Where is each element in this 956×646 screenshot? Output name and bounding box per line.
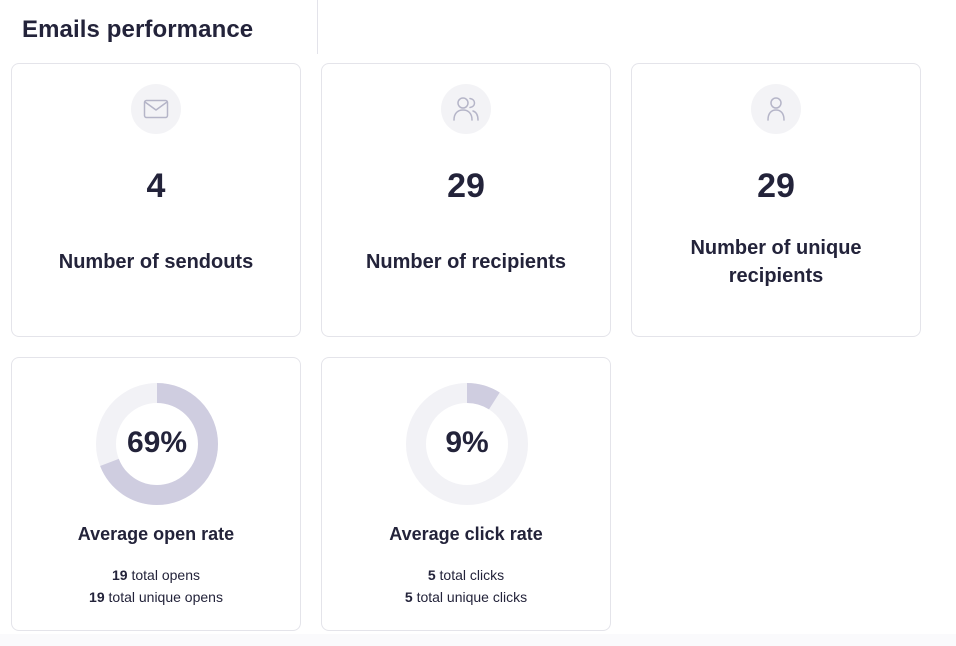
click-rate-label: Average click rate	[389, 524, 543, 544]
click-rate-card: 9% Average click rate 5 total clicks 5 t…	[321, 357, 611, 631]
unique-recipients-label: Number of unique recipients	[690, 237, 862, 287]
total-unique-opens-text: total unique opens	[108, 589, 223, 605]
total-unique-clicks-text: total unique clicks	[416, 589, 528, 605]
total-opens-line: 19 total opens	[12, 565, 300, 585]
user-icon	[751, 84, 801, 134]
total-clicks-count: 5	[427, 567, 436, 583]
open-rate-value: 69%	[126, 426, 188, 459]
open-rate-label: Average open rate	[77, 524, 235, 544]
donut-fill	[96, 383, 218, 505]
recipients-label: Number of recipients	[365, 251, 567, 273]
sendouts-value: 4	[146, 167, 166, 205]
section-header: Emails performance	[0, 0, 318, 54]
total-opens-text: total opens	[131, 567, 200, 583]
envelope-icon	[131, 84, 181, 134]
click-rate-value: 9%	[445, 426, 489, 459]
click-rate-donut: 9%	[405, 382, 529, 506]
total-opens-count: 19	[112, 567, 128, 583]
unique-recipients-value: 29	[757, 167, 795, 205]
open-rate-donut: 69%	[95, 382, 219, 506]
total-clicks-text: total clicks	[439, 567, 505, 583]
page-title: Emails performance	[22, 16, 254, 43]
unique-recipients-card: 29 Number of unique recipients	[631, 63, 921, 337]
total-unique-opens-line: 19 total unique opens	[12, 587, 300, 607]
recipients-card: 29 Number of recipients	[321, 63, 611, 337]
total-unique-opens-count: 19	[89, 589, 105, 605]
total-clicks-line: 5 total clicks	[322, 565, 610, 585]
total-unique-clicks-line: 5 total unique clicks	[322, 587, 610, 607]
users-icon	[441, 84, 491, 134]
sendouts-card: 4 Number of sendouts	[11, 63, 301, 337]
donut-fill	[406, 383, 528, 505]
sendouts-label: Number of sendouts	[58, 251, 254, 273]
recipients-value: 29	[447, 167, 485, 205]
total-unique-clicks-count: 5	[404, 589, 413, 605]
page-footer-strip	[0, 634, 956, 646]
open-rate-card: 69% Average open rate 19 total opens 19 …	[11, 357, 301, 631]
